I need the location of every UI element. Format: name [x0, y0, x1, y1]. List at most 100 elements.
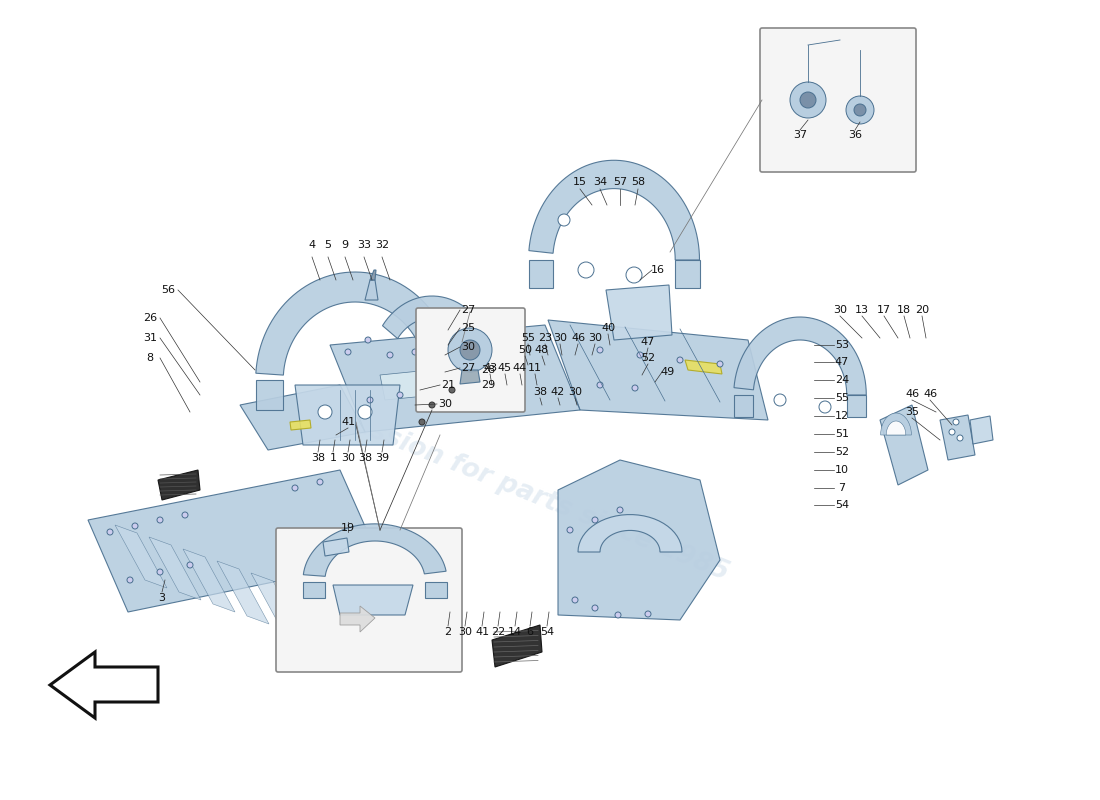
- Polygon shape: [606, 285, 672, 340]
- Circle shape: [566, 527, 573, 533]
- Polygon shape: [116, 525, 167, 588]
- Circle shape: [953, 419, 959, 425]
- Polygon shape: [290, 420, 311, 430]
- Polygon shape: [675, 260, 700, 288]
- Text: 53: 53: [835, 340, 849, 350]
- Circle shape: [429, 402, 434, 408]
- Text: 20: 20: [915, 305, 930, 315]
- FancyBboxPatch shape: [760, 28, 916, 172]
- Text: 49: 49: [661, 367, 675, 377]
- Text: 10: 10: [835, 465, 849, 475]
- Text: 38: 38: [532, 387, 547, 397]
- Polygon shape: [251, 573, 302, 636]
- Text: 30: 30: [341, 453, 355, 463]
- Circle shape: [182, 512, 188, 518]
- Text: 21: 21: [441, 380, 455, 390]
- Text: 19: 19: [341, 523, 355, 533]
- Circle shape: [800, 92, 816, 108]
- Circle shape: [717, 361, 723, 367]
- Text: 52: 52: [835, 447, 849, 457]
- Circle shape: [462, 382, 468, 388]
- Text: 54: 54: [540, 627, 554, 637]
- Text: 44: 44: [513, 363, 527, 373]
- Circle shape: [448, 328, 492, 372]
- Circle shape: [626, 267, 642, 283]
- Text: 41: 41: [341, 417, 355, 427]
- Polygon shape: [558, 460, 720, 620]
- Circle shape: [572, 597, 578, 603]
- Polygon shape: [304, 524, 447, 576]
- Text: 57: 57: [613, 177, 627, 187]
- Text: 7: 7: [838, 483, 846, 493]
- Circle shape: [617, 507, 623, 513]
- Polygon shape: [379, 370, 434, 400]
- Text: 55: 55: [835, 393, 849, 403]
- Text: 30: 30: [568, 387, 582, 397]
- Text: 45: 45: [498, 363, 513, 373]
- Polygon shape: [158, 470, 200, 500]
- Text: 43: 43: [483, 363, 497, 373]
- Polygon shape: [323, 538, 349, 556]
- Circle shape: [592, 605, 598, 611]
- Text: 26: 26: [143, 313, 157, 323]
- Polygon shape: [330, 325, 580, 432]
- Text: 33: 33: [358, 240, 371, 250]
- Polygon shape: [302, 582, 324, 598]
- Circle shape: [126, 577, 133, 583]
- Text: 27: 27: [461, 363, 475, 373]
- Text: 50: 50: [518, 345, 532, 355]
- Text: 30: 30: [588, 333, 602, 343]
- Polygon shape: [548, 320, 768, 420]
- Circle shape: [187, 562, 192, 568]
- Polygon shape: [734, 317, 867, 395]
- Circle shape: [419, 419, 425, 425]
- FancyBboxPatch shape: [416, 308, 525, 412]
- Text: 28: 28: [481, 365, 495, 375]
- Polygon shape: [940, 415, 975, 460]
- Polygon shape: [578, 514, 682, 552]
- Text: 37: 37: [793, 130, 807, 140]
- Circle shape: [558, 214, 570, 226]
- Polygon shape: [847, 395, 867, 417]
- Circle shape: [676, 357, 683, 363]
- Text: 25: 25: [461, 323, 475, 333]
- Text: 58: 58: [631, 177, 645, 187]
- Text: 41: 41: [475, 627, 490, 637]
- Polygon shape: [370, 270, 376, 280]
- Polygon shape: [217, 561, 270, 624]
- Polygon shape: [887, 421, 905, 435]
- Circle shape: [317, 479, 323, 485]
- Text: a passion for parts since 1985: a passion for parts since 1985: [307, 394, 733, 586]
- Text: 8: 8: [146, 353, 154, 363]
- Text: 40: 40: [601, 323, 615, 333]
- Circle shape: [949, 429, 955, 435]
- Text: 31: 31: [143, 333, 157, 343]
- Text: 39: 39: [375, 453, 389, 463]
- Text: 15: 15: [573, 177, 587, 187]
- Polygon shape: [427, 380, 454, 410]
- Polygon shape: [880, 405, 928, 485]
- Circle shape: [487, 339, 493, 345]
- Circle shape: [615, 612, 622, 618]
- FancyBboxPatch shape: [276, 528, 462, 672]
- Text: 47: 47: [835, 357, 849, 367]
- Text: 56: 56: [161, 285, 175, 295]
- Text: 22: 22: [491, 627, 505, 637]
- Text: 30: 30: [553, 333, 566, 343]
- Circle shape: [449, 387, 455, 393]
- Text: 52: 52: [641, 353, 656, 363]
- Circle shape: [345, 349, 351, 355]
- Circle shape: [790, 82, 826, 118]
- Text: 46: 46: [923, 389, 937, 399]
- Circle shape: [632, 385, 638, 391]
- Text: 55: 55: [521, 333, 535, 343]
- Text: 13: 13: [855, 305, 869, 315]
- Circle shape: [592, 517, 598, 523]
- Circle shape: [358, 405, 372, 419]
- Circle shape: [846, 96, 874, 124]
- Text: 1: 1: [330, 453, 337, 463]
- Text: 18: 18: [896, 305, 911, 315]
- Text: 30: 30: [461, 342, 475, 352]
- Text: 46: 46: [905, 389, 920, 399]
- Text: 30: 30: [438, 399, 452, 409]
